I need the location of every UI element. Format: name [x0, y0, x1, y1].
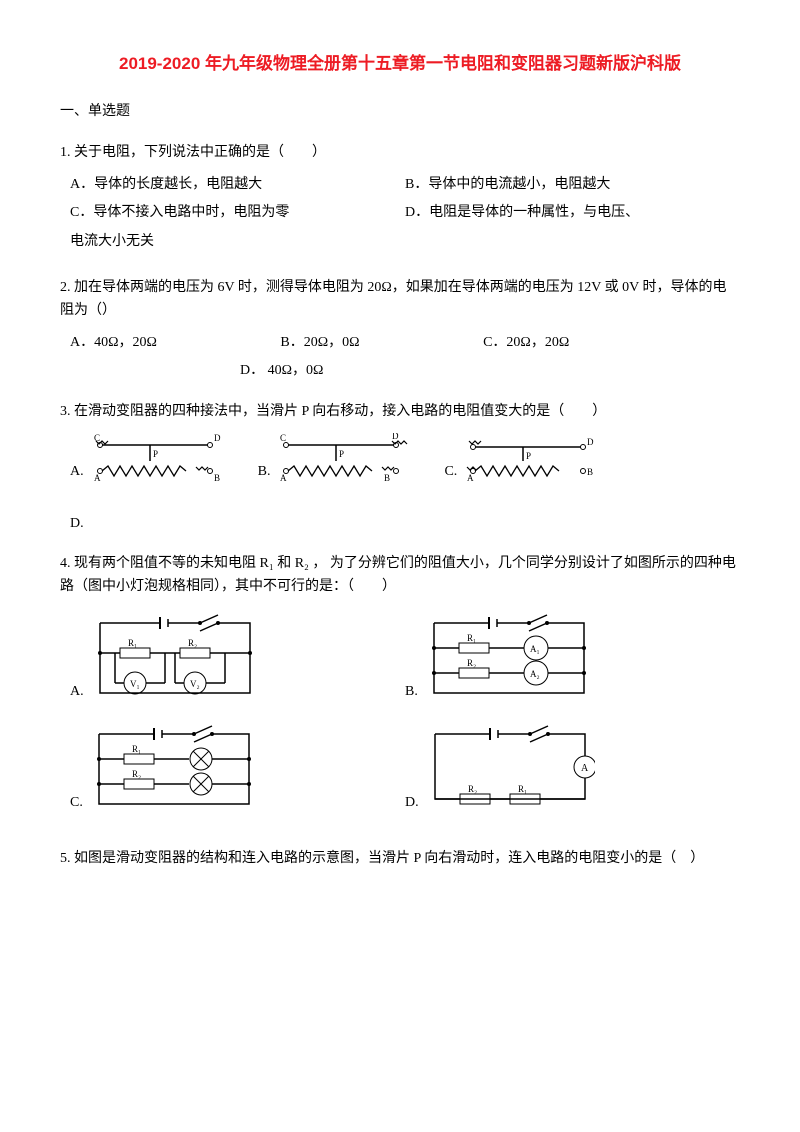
- question-2: 2. 加在导体两端的电压为 6V 时，测得导体电阻为 20Ω，如果加在导体两端的…: [60, 277, 740, 383]
- svg-text:D: D: [214, 433, 221, 443]
- q4-opt-d: D. A R₂ R₁: [405, 719, 740, 814]
- svg-text:P: P: [153, 449, 158, 459]
- svg-text:R₂: R₂: [188, 638, 197, 648]
- section-header: 一、单选题: [60, 101, 740, 123]
- circuit-diagram-d: A R₂ R₁: [425, 719, 595, 814]
- q5-stem: 5. 如图是滑动变阻器的结构和连入电路的示意图，当滑片 P 向右滑动时，连入电路…: [60, 848, 740, 870]
- svg-text:B: B: [587, 467, 593, 477]
- svg-text:A: A: [280, 473, 287, 483]
- rheostat-diagram-b: C D P A B: [274, 433, 414, 483]
- q4-c-label: C.: [70, 792, 83, 814]
- svg-text:V₂: V₂: [190, 679, 200, 689]
- q1-opt-b: B．导体中的电流越小，电阻越大: [405, 174, 740, 196]
- svg-text:P: P: [339, 449, 344, 459]
- circuit-diagram-a: R₁ R₂ V₁ V₂: [90, 608, 260, 703]
- q1-opt-d2: 电流大小无关: [70, 231, 405, 253]
- svg-text:D: D: [587, 437, 594, 447]
- q1-opt-a: A．导体的长度越长，电阻越大: [70, 174, 405, 196]
- svg-text:R₂: R₂: [467, 658, 476, 668]
- rheostat-diagram-a: C D P A B: [88, 433, 228, 483]
- page-title: 2019-2020 年九年级物理全册第十五章第一节电阻和变阻器习题新版沪科版: [60, 50, 740, 77]
- q4-opt-b: B. R₁ A₁ R₂ A₂: [405, 608, 740, 703]
- q2-opt-d: D． 40Ω，0Ω: [60, 360, 740, 382]
- q3-stem: 3. 在滑动变阻器的四种接法中，当滑片 P 向右移动，接入电路的电阻值变大的是（…: [60, 401, 740, 423]
- svg-text:D: D: [392, 433, 399, 441]
- question-1: 1. 关于电阻，下列说法中正确的是（ ） A．导体的长度越长，电阻越大 B．导体…: [60, 142, 740, 260]
- svg-text:A₁: A₁: [530, 644, 540, 654]
- q3-opt-d: D.: [70, 513, 740, 535]
- q4-a-label: A.: [70, 681, 84, 703]
- q1-stem: 1. 关于电阻，下列说法中正确的是（ ）: [60, 142, 740, 164]
- question-5: 5. 如图是滑动变阻器的结构和连入电路的示意图，当滑片 P 向右滑动时，连入电路…: [60, 848, 740, 870]
- question-3: 3. 在滑动变阻器的四种接法中，当滑片 P 向右移动，接入电路的电阻值变大的是（…: [60, 401, 740, 536]
- q3-opt-c: C. D P A B: [444, 433, 601, 483]
- q3-a-label: A.: [70, 461, 84, 483]
- svg-text:A: A: [581, 763, 589, 774]
- svg-text:A₂: A₂: [530, 669, 540, 679]
- q2-stem: 2. 加在导体两端的电压为 6V 时，测得导体电阻为 20Ω，如果加在导体两端的…: [60, 277, 740, 322]
- q2-opt-b: B．20Ω，0Ω: [280, 332, 359, 354]
- circuit-diagram-c: R₁ R₂: [89, 719, 259, 814]
- svg-text:B: B: [384, 473, 390, 483]
- svg-text:R₁: R₁: [132, 744, 141, 754]
- svg-text:A: A: [467, 473, 474, 483]
- svg-text:R₁: R₁: [518, 784, 527, 794]
- q4-opt-a: A. R₁ R₂ V₁ V₂: [70, 608, 405, 703]
- q4-b-label: B.: [405, 681, 418, 703]
- q1-opt-c: C．导体不接入电路中时，电阻为零: [70, 202, 405, 224]
- svg-text:B: B: [214, 473, 220, 483]
- svg-text:R₂: R₂: [132, 769, 141, 779]
- svg-text:A: A: [94, 473, 101, 483]
- svg-text:R₁: R₁: [467, 633, 476, 643]
- question-4: 4. 现有两个阻值不等的未知电阻 R₁ 和 R₂ ， 为了分辨它们的阻值大小，几…: [60, 553, 740, 830]
- rheostat-diagram-c: D P A B: [461, 433, 601, 483]
- q2-opt-a: A．40Ω，20Ω: [70, 332, 157, 354]
- q3-c-label: C.: [444, 461, 457, 483]
- q3-d-label: D.: [70, 513, 84, 535]
- svg-text:C: C: [280, 433, 286, 443]
- circuit-diagram-b: R₁ A₁ R₂ A₂: [424, 608, 594, 703]
- q4-d-label: D.: [405, 792, 419, 814]
- q3-opt-b: B. C D P A B: [258, 433, 415, 483]
- svg-text:C: C: [94, 433, 100, 443]
- svg-text:V₁: V₁: [130, 679, 140, 689]
- q3-opt-a: A. C D P A B: [70, 433, 228, 483]
- q4-stem: 4. 现有两个阻值不等的未知电阻 R₁ 和 R₂ ， 为了分辨它们的阻值大小，几…: [60, 553, 740, 598]
- q4-opt-c: C. R₁ R₂: [70, 719, 405, 814]
- q3-b-label: B.: [258, 461, 271, 483]
- svg-text:R₁: R₁: [128, 638, 137, 648]
- svg-text:R₂: R₂: [468, 784, 477, 794]
- q2-opt-c: C．20Ω，20Ω: [483, 332, 569, 354]
- svg-text:P: P: [526, 451, 531, 461]
- q1-opt-d: D．电阻是导体的一种属性，与电压、: [405, 202, 740, 224]
